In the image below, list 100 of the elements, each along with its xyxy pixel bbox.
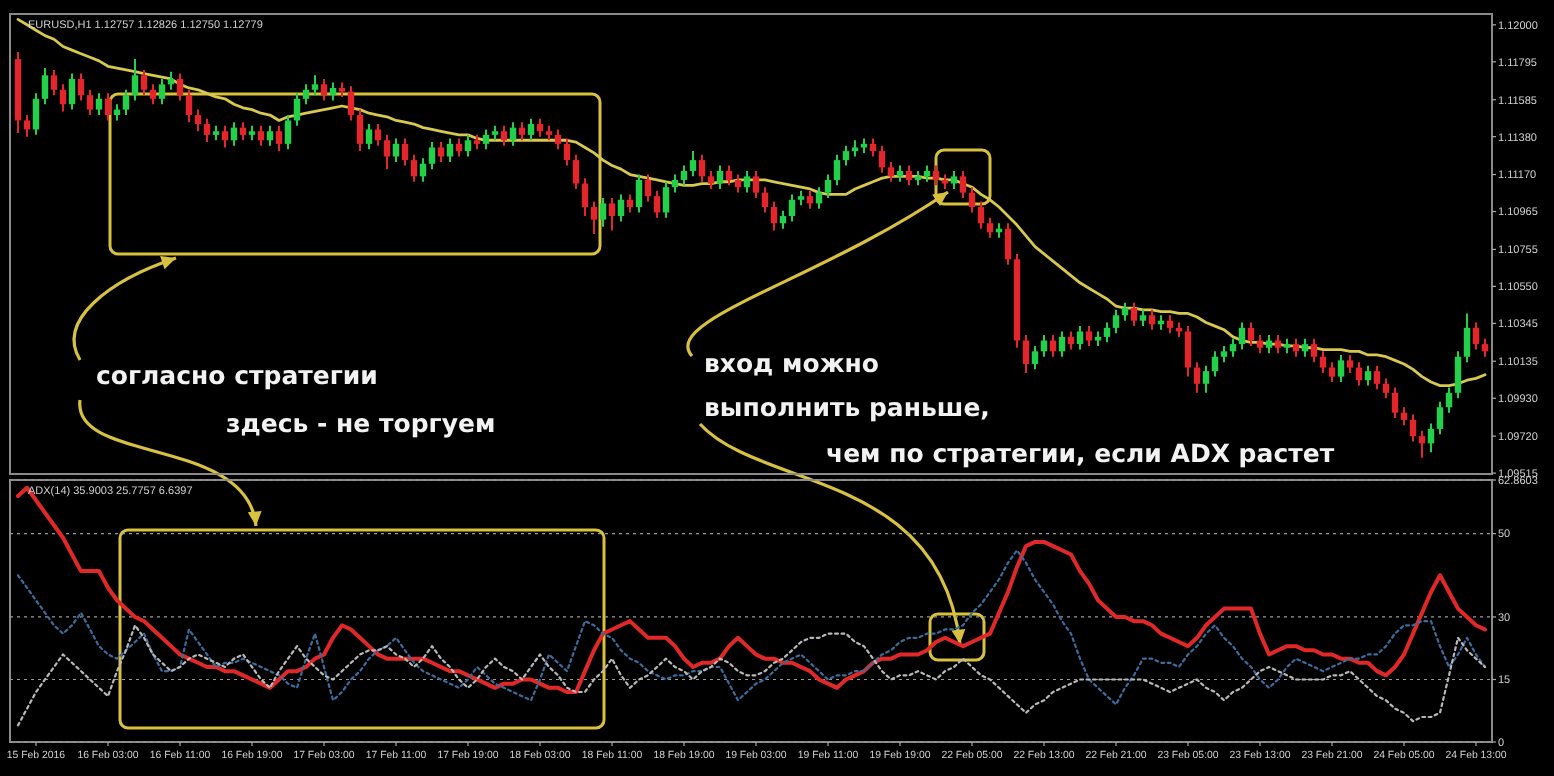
candlestick [968, 186, 976, 214]
candlestick [842, 144, 850, 167]
candlestick [1301, 337, 1309, 358]
candlestick [1391, 386, 1399, 420]
candlestick [716, 164, 724, 190]
candlestick [644, 173, 652, 203]
candlestick [770, 200, 778, 232]
candlestick [608, 197, 616, 232]
candlestick [284, 114, 292, 151]
candlestick [374, 123, 382, 147]
candlestick [1031, 344, 1039, 371]
candlestick [203, 117, 211, 144]
candlestick [1463, 312, 1471, 364]
candlestick [1022, 334, 1030, 374]
candlestick [320, 77, 328, 102]
candlestick [680, 164, 688, 187]
candlestick [1184, 325, 1192, 378]
candlestick [1058, 330, 1066, 358]
line-series [16, 549, 1487, 706]
candlestick [455, 137, 463, 158]
candlestick [311, 74, 319, 97]
candlestick [779, 209, 787, 230]
candlestick [1382, 377, 1390, 400]
candlestick [1364, 364, 1372, 387]
candlestick [500, 124, 508, 147]
candlestick [482, 128, 490, 151]
candlestick [932, 164, 940, 187]
candlestick [1148, 308, 1156, 331]
candlestick [527, 117, 535, 142]
candlestick [887, 160, 895, 183]
candlestick [104, 92, 112, 122]
candlestick [149, 83, 157, 106]
candlestick [833, 153, 841, 187]
candlestick [1130, 301, 1138, 328]
candlestick [464, 133, 472, 158]
candlestick [23, 114, 31, 138]
candlestick [401, 137, 409, 167]
candlestick [68, 72, 76, 111]
candlestick [1481, 337, 1489, 358]
candlestick [185, 88, 193, 124]
candlestick [1472, 321, 1480, 351]
candlestick [50, 68, 58, 97]
candlestick [869, 137, 877, 158]
candlestick [1193, 361, 1201, 394]
candlestick [986, 216, 994, 239]
candlestick [752, 169, 760, 199]
candlestick [1202, 364, 1210, 394]
candlestick [1454, 350, 1462, 400]
candlestick [41, 67, 49, 106]
candlestick [266, 124, 274, 147]
candlestick [977, 200, 985, 230]
candlestick [221, 124, 229, 149]
candlestick [878, 144, 886, 174]
candlestick [1265, 334, 1273, 355]
candlestick [806, 189, 814, 210]
candlestick [347, 85, 355, 122]
candlestick [1445, 386, 1453, 414]
candlestick [275, 124, 283, 153]
candlestick [1328, 361, 1336, 383]
annotation: выполнить раньше, [704, 392, 990, 422]
candlestick [140, 68, 148, 97]
candlestick [1418, 429, 1426, 459]
candlestick [1256, 334, 1264, 355]
candlestick [1067, 330, 1075, 351]
candlestick [599, 197, 607, 228]
candlestick [1112, 308, 1120, 335]
candlestick [329, 81, 337, 102]
candlestick [905, 164, 913, 187]
candlestick [653, 189, 661, 219]
candlestick [32, 92, 40, 136]
candlestick [1346, 353, 1354, 374]
candlestick [1238, 321, 1246, 351]
candlestick [383, 133, 391, 171]
candlestick [1211, 350, 1219, 378]
annotation: согласно стратегии [96, 360, 378, 390]
candlestick [1085, 325, 1093, 347]
candlestick [86, 88, 94, 117]
candlestick [1373, 364, 1381, 391]
candlestick [158, 77, 166, 106]
candlestick [734, 173, 742, 194]
candlestick [1121, 301, 1129, 322]
candlestick [959, 169, 967, 199]
candlestick [950, 169, 958, 190]
line-series [16, 624, 1487, 727]
candlestick [1229, 337, 1237, 358]
candlestick [293, 92, 301, 127]
candlestick [428, 141, 436, 171]
candlestick [761, 186, 769, 214]
candlestick [1103, 321, 1111, 344]
candlestick [671, 173, 679, 194]
candlestick [590, 200, 598, 236]
candlestick [725, 164, 733, 187]
candlestick [635, 173, 643, 214]
line-series [16, 485, 1487, 694]
candlestick [77, 72, 85, 102]
candlestick [1337, 353, 1345, 383]
candlestick [1436, 400, 1444, 436]
candlestick [1166, 314, 1174, 335]
candlestick [392, 137, 400, 163]
candlestick [302, 83, 310, 106]
